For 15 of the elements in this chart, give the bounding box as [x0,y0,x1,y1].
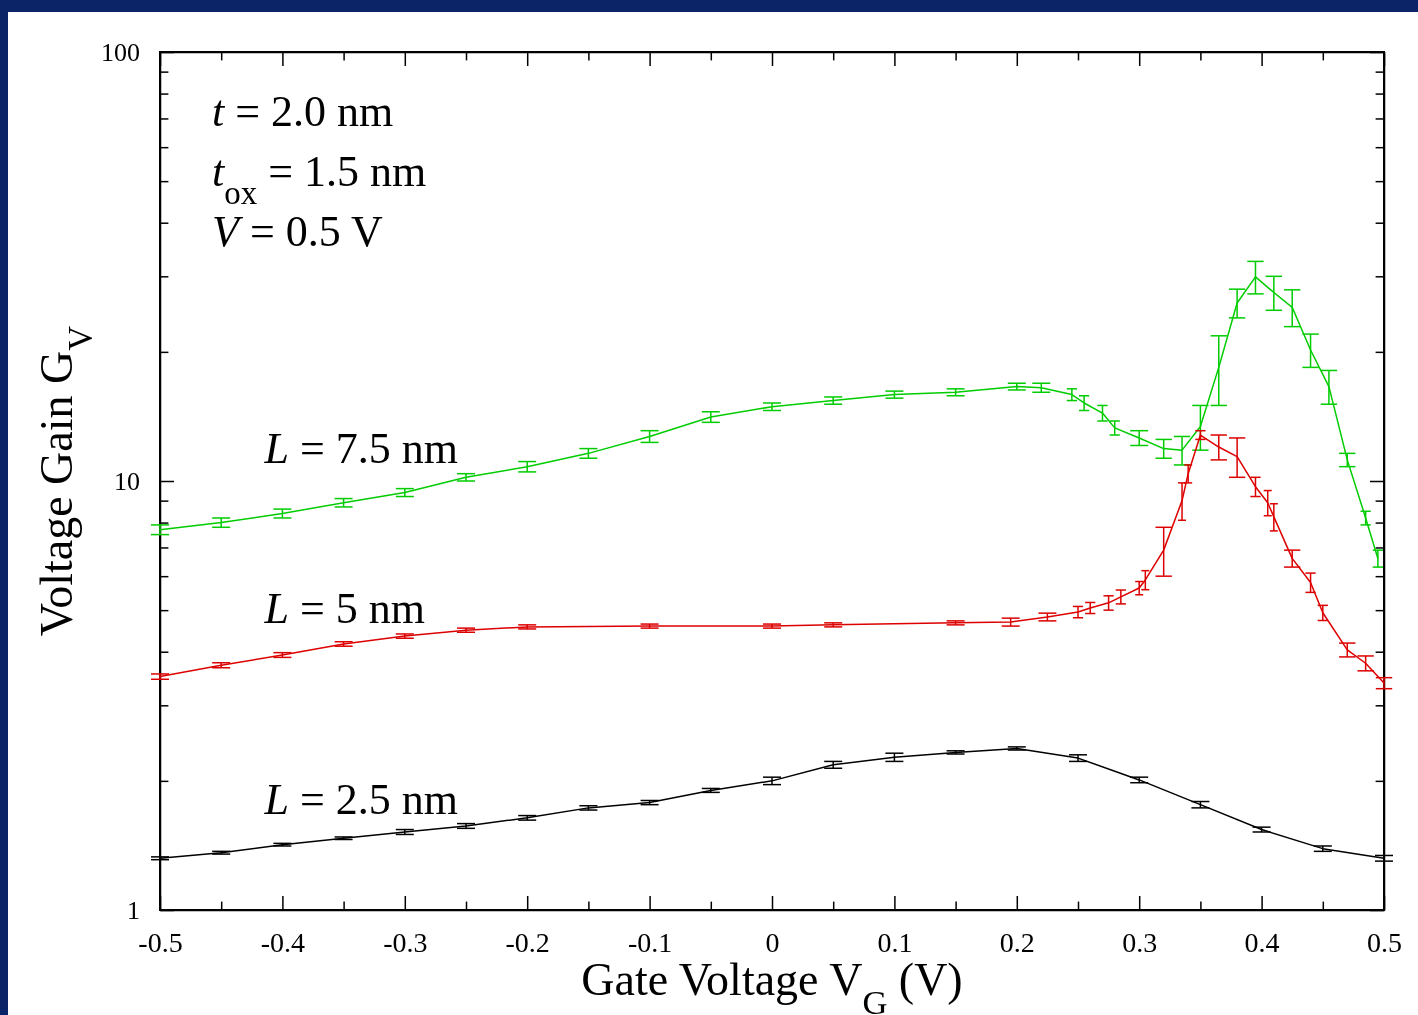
x-tick-label: -0.2 [505,926,550,958]
x-tick-label: 0.3 [1122,926,1158,958]
x-tick-label: 0.5 [1367,926,1402,958]
series-label: L = 7.5 nm [263,423,458,473]
x-tick-label: 0.4 [1244,926,1280,958]
x-tick-label: -0.3 [383,926,428,958]
series-label: L = 5 nm [263,583,425,633]
x-tick-label: 0.2 [999,926,1035,958]
y-tick-label: 1 [127,895,140,925]
series-label: L = 2.5 nm [263,774,458,824]
x-tick-label: -0.4 [260,926,306,958]
x-tick-label: -0.5 [138,926,183,958]
annotation: t = 2.0 nm [212,87,394,136]
y-tick-label: 100 [101,37,140,67]
y-tick-label: 10 [114,466,140,496]
